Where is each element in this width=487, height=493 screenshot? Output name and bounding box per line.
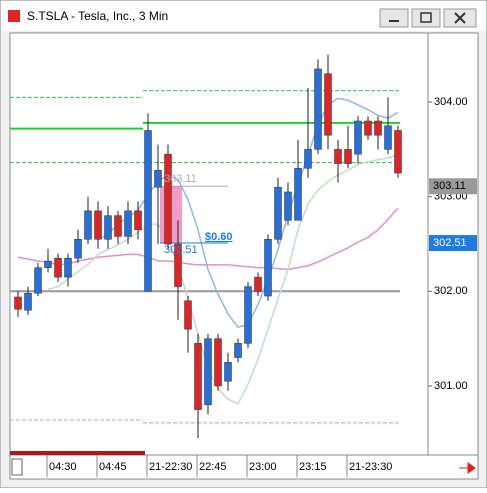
x-tick-label: 04:45 — [99, 461, 127, 473]
candle-body — [384, 125, 392, 150]
candle-body — [214, 338, 222, 387]
candle-body — [24, 292, 32, 311]
close-icon — [454, 12, 466, 24]
candle-body — [324, 73, 332, 136]
candle-body — [374, 120, 382, 136]
candle-body — [354, 120, 362, 155]
candle-body — [44, 260, 52, 268]
maximize-icon — [420, 12, 432, 23]
app-icon — [8, 10, 20, 22]
y-tick-label: 301.00 — [434, 380, 468, 392]
candle-body — [184, 300, 192, 330]
x-tick-label: 04:30 — [49, 461, 77, 473]
candle-body — [74, 239, 82, 259]
moving-average — [17, 207, 399, 271]
time-axis — [9, 454, 479, 480]
session-bar — [10, 451, 145, 455]
moving-average — [47, 154, 399, 405]
candle-body — [274, 186, 282, 240]
scroll-box[interactable] — [11, 458, 23, 476]
candle-body — [34, 267, 42, 294]
candle-body — [64, 257, 72, 278]
candle-body — [334, 149, 342, 164]
candle-body — [394, 130, 402, 174]
candle-body — [364, 120, 372, 136]
candle-body — [14, 296, 22, 310]
candle-body — [104, 215, 112, 240]
x-tick-label: 23:15 — [299, 461, 327, 473]
price-marker-label: 303.11 — [433, 180, 466, 192]
price-marker — [429, 178, 477, 195]
candle-body — [234, 343, 242, 358]
x-tick-label: 23:00 — [249, 461, 277, 473]
candle-body — [144, 130, 152, 292]
maximize-button[interactable] — [411, 8, 441, 28]
candle-body — [314, 68, 322, 150]
candle-body — [284, 191, 292, 221]
window-title: S.TSLA - Tesla, Inc., 3 Min — [27, 9, 168, 23]
x-tick-label: 21-22:30 — [149, 461, 192, 473]
candle-body — [244, 286, 252, 344]
candle-body — [124, 210, 132, 237]
candle-body — [254, 276, 262, 292]
measure-label: $0.60 — [205, 231, 233, 243]
candle-body — [344, 149, 352, 164]
candle-body — [224, 362, 232, 382]
price-marker — [429, 235, 477, 252]
x-tick-label: 22:45 — [199, 461, 227, 473]
measure-end-label: 302.51 — [164, 244, 198, 256]
candle-body — [264, 239, 272, 297]
plot-area — [9, 32, 429, 456]
x-tick-label: 21-23:30 — [349, 461, 392, 473]
measure-start-label: 303.11 — [164, 173, 197, 185]
candle-body — [54, 257, 62, 278]
y-tick-label: 302.00 — [434, 285, 468, 297]
candle-body — [294, 168, 302, 221]
candle-body — [114, 215, 122, 237]
scroll-arrow[interactable] — [459, 462, 476, 474]
candle-body — [134, 210, 142, 231]
candle-body — [84, 210, 92, 240]
candle-body — [304, 149, 312, 169]
candle-body — [94, 210, 102, 240]
candle-body — [204, 338, 212, 406]
candle-body — [164, 153, 172, 245]
y-tick-label: 304.00 — [434, 96, 468, 108]
minimize-button[interactable] — [379, 8, 409, 28]
price-marker-label: 302.51 — [433, 237, 467, 249]
candle-body — [154, 169, 162, 188]
candle-body — [194, 343, 202, 410]
candle-body — [174, 243, 182, 287]
